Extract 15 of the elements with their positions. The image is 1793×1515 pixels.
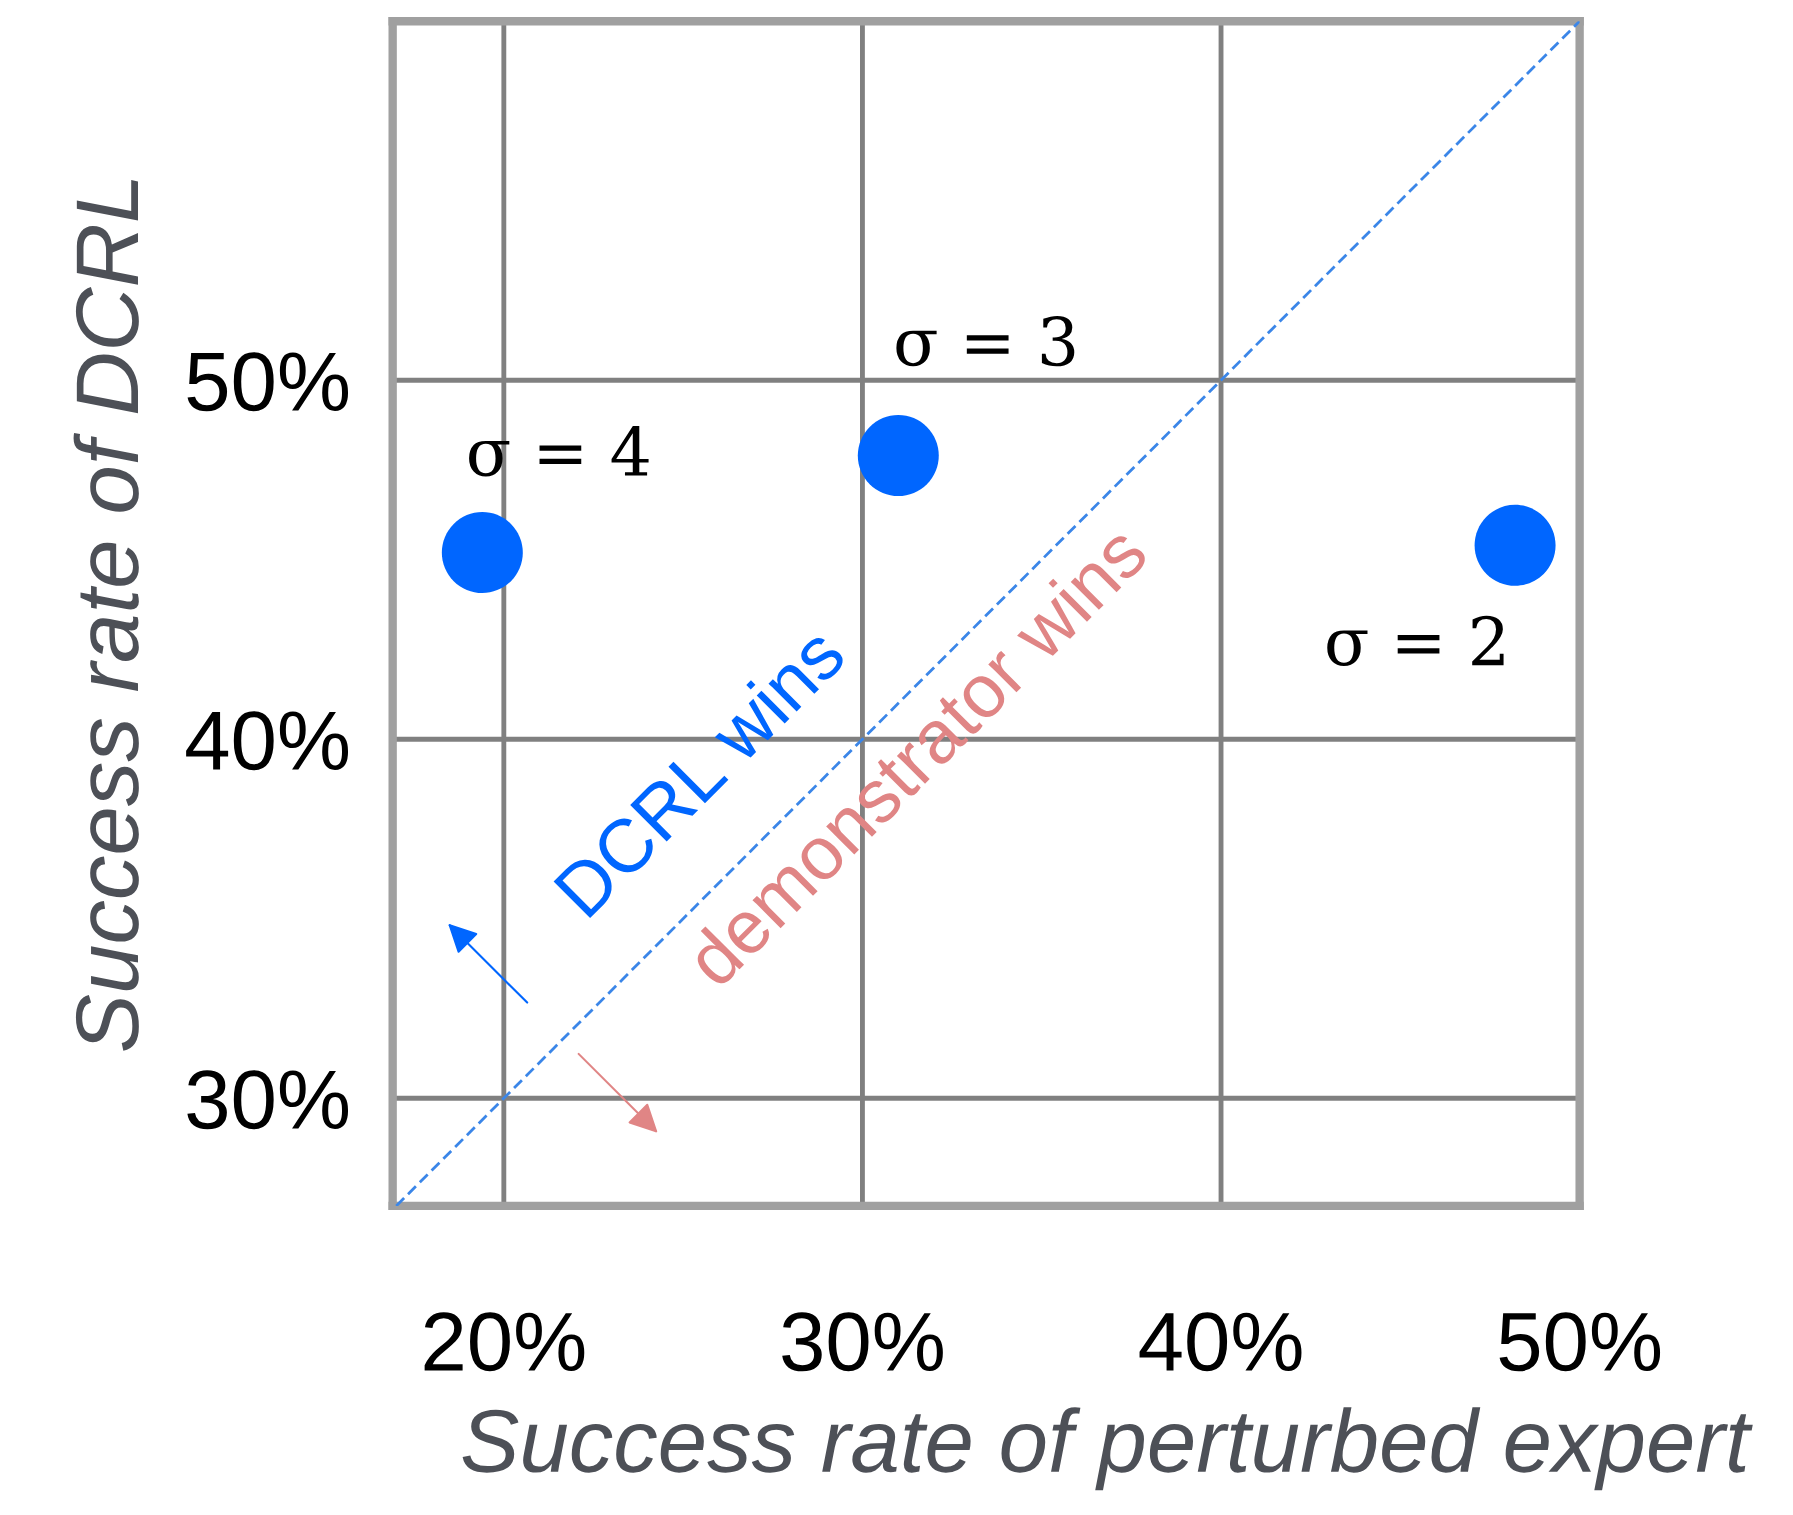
- annotation: σ = 2: [1327, 615, 1504, 667]
- y-tick-label: 50%: [187, 352, 349, 412]
- y-tick-label: 30%: [187, 1070, 349, 1130]
- annotation: σ = 3: [896, 315, 1075, 367]
- point: [857, 415, 939, 497]
- x-axis-title: Success rate of perturbed expert: [462, 1407, 1753, 1491]
- y-tick-label: 40%: [186, 711, 349, 771]
- annotation: σ = 4: [469, 426, 649, 477]
- point: [441, 512, 523, 594]
- x-tick-label: 40%: [1139, 1312, 1302, 1372]
- x-tick-label: 30%: [782, 1312, 943, 1372]
- x-tick-label: 20%: [424, 1312, 585, 1372]
- y-axis-title: Success rate of DCRL: [73, 180, 139, 1051]
- x-tick-label: 50%: [1499, 1312, 1661, 1372]
- point: [1474, 504, 1556, 586]
